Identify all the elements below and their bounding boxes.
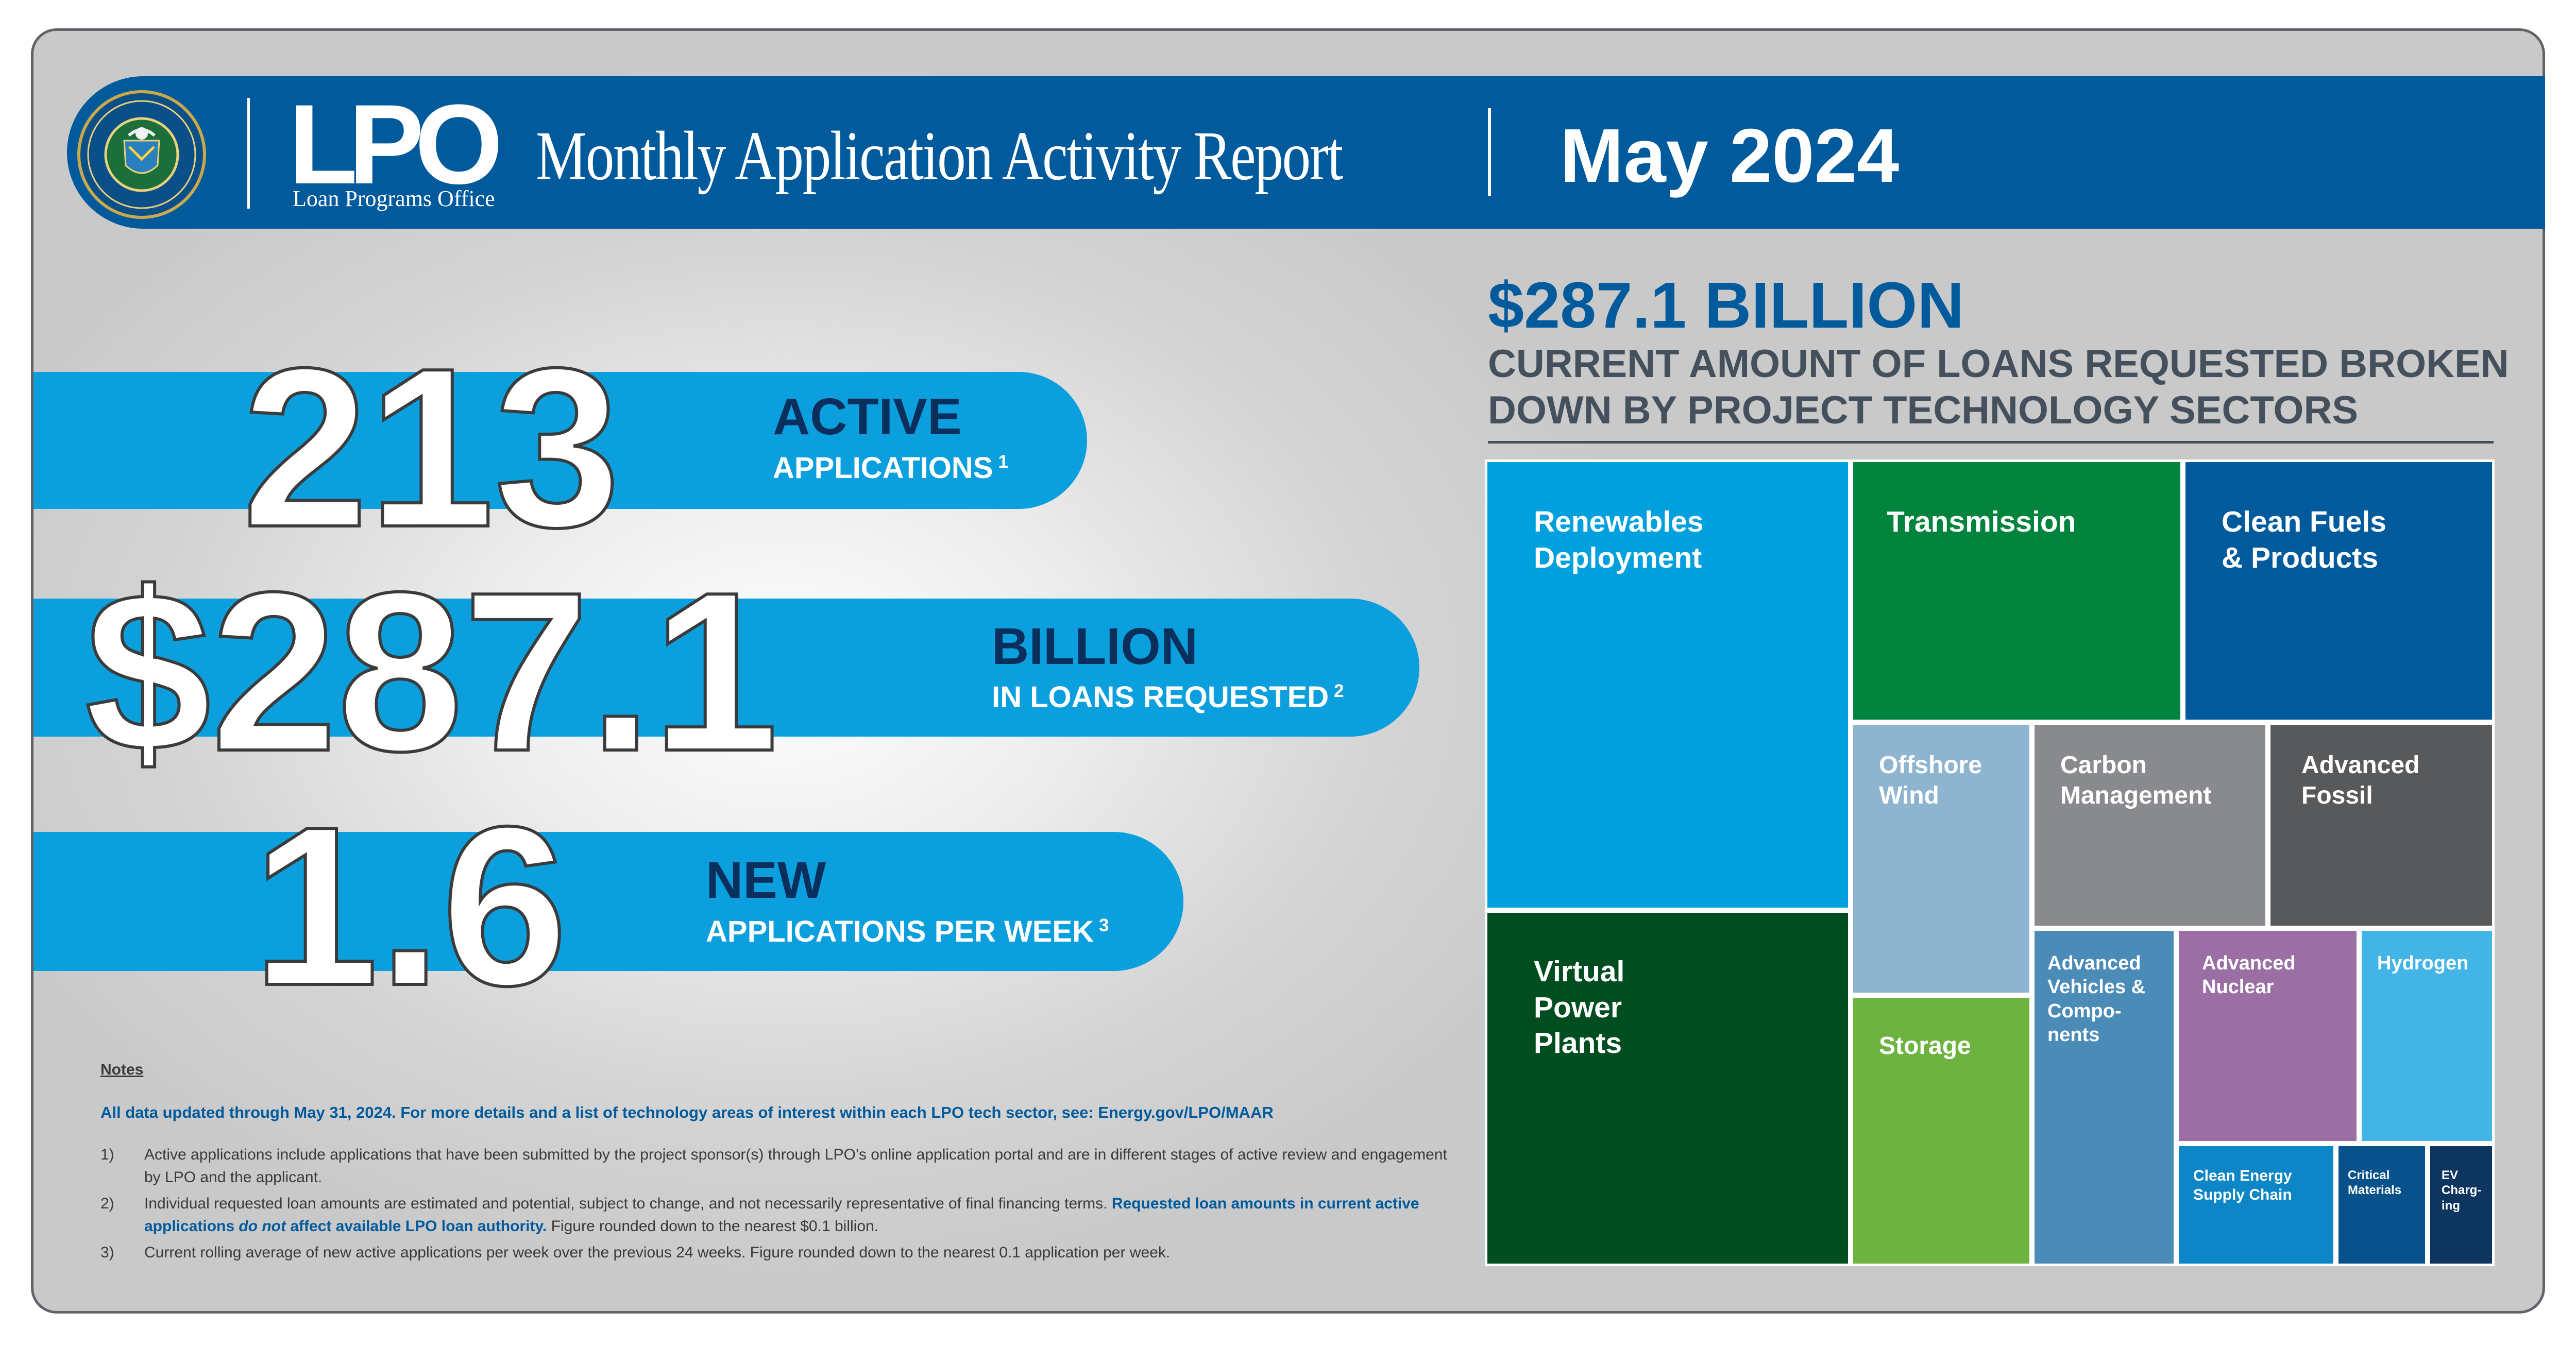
lpo-logo-text: LPO — [289, 81, 503, 208]
sector-label: Clean Fuels & Products — [2222, 505, 2386, 574]
sector-treemap: Renewables Deployment Virtual Power Plan… — [1485, 459, 2495, 1266]
sector-label: Advanced Nuclear — [2202, 952, 2296, 998]
report-date: May 2024 — [1560, 113, 1900, 198]
header-banner — [67, 76, 2545, 229]
sector-label: Transmission — [1887, 505, 2076, 538]
stat-headline-loans: BILLION — [992, 618, 1198, 675]
footnote-ref: 2 — [1334, 680, 1344, 701]
sector-virtual-power-plants: Virtual Power Plants — [1485, 910, 1851, 1266]
notes-lead: All data updated through May 31, 2024. F… — [100, 1103, 1274, 1121]
treemap-caption: CURRENT AMOUNT OF LOANS REQUESTED BROKEN… — [1488, 342, 2509, 432]
sector-label: Carbon Management — [2060, 752, 2212, 809]
sector-hydrogen: Hydrogen — [2359, 928, 2495, 1144]
stat-subline-new: APPLICATIONS PER WEEK 3 — [706, 915, 1109, 948]
doe-seal-logo — [77, 90, 206, 219]
sector-label: Critical Materials — [2348, 1168, 2402, 1198]
stat-number-loans: $287.1 — [83, 546, 780, 798]
sector-renewables-deployment: Renewables Deployment — [1485, 459, 1851, 910]
footnote-ref: 1 — [998, 451, 1008, 472]
sector-advanced-fossil: Advanced Fossil — [2268, 722, 2495, 928]
stat-headline-active: ACTIVE — [773, 388, 962, 446]
title-divider — [1488, 108, 1491, 196]
footnote-ref: 3 — [1098, 915, 1109, 935]
stat-pill-active — [33, 372, 1087, 509]
sector-clean-energy-supply-chain: Clean Energy Supply Chain — [2176, 1144, 2336, 1266]
stat-number-active: 213 — [241, 321, 622, 574]
stat-subline-loans: IN LOANS REQUESTED 2 — [992, 680, 1344, 714]
sector-label: Advanced Fossil — [2301, 752, 2420, 809]
treemap-amount: $287.1 BILLION — [1488, 269, 1964, 342]
sector-label: Offshore Wind — [1879, 752, 1982, 809]
sector-clean-fuels-products: Clean Fuels & Products — [2183, 459, 2495, 722]
sector-label: Storage — [1879, 1032, 1971, 1060]
sector-storage: Storage — [1851, 995, 2032, 1266]
stat-pill-new — [33, 832, 1183, 971]
sector-label: Renewables Deployment — [1534, 505, 1704, 574]
stat-subline-active: APPLICATIONS 1 — [773, 451, 1008, 485]
treemap-rule — [1488, 441, 2494, 444]
sector-label: Hydrogen — [2377, 952, 2469, 974]
seal-emblem-icon — [87, 100, 196, 209]
sector-label: Clean Energy Supply Chain — [2193, 1167, 2292, 1203]
notes-title: Notes — [100, 1061, 144, 1078]
lpo-logo-subtitle: Loan Programs Office — [293, 186, 495, 211]
sector-transmission: Transmission — [1851, 459, 2183, 722]
sector-ev-charging: EV Charg- ing — [2428, 1144, 2495, 1266]
sector-offshore-wind: Offshore Wind — [1851, 722, 2032, 995]
stat-pill-loans — [33, 599, 1419, 737]
sector-label: Virtual Power Plants — [1534, 955, 1625, 1060]
stat-number-new: 1.6 — [251, 780, 569, 1033]
sector-advanced-nuclear: Advanced Nuclear — [2176, 928, 2359, 1144]
logo-divider — [247, 98, 250, 209]
sector-label: Advanced Vehicles & Compo- nents — [2047, 952, 2146, 1046]
sector-carbon-management: Carbon Management — [2032, 722, 2268, 928]
report-title: Monthly Application Activity Report — [536, 117, 1343, 195]
sector-critical-materials: Critical Materials — [2336, 1144, 2428, 1266]
stat-headline-new: NEW — [706, 851, 826, 909]
sector-advanced-vehicles-components: Advanced Vehicles & Compo- nents — [2032, 928, 2176, 1266]
sector-label: EV Charg- ing — [2442, 1168, 2482, 1213]
